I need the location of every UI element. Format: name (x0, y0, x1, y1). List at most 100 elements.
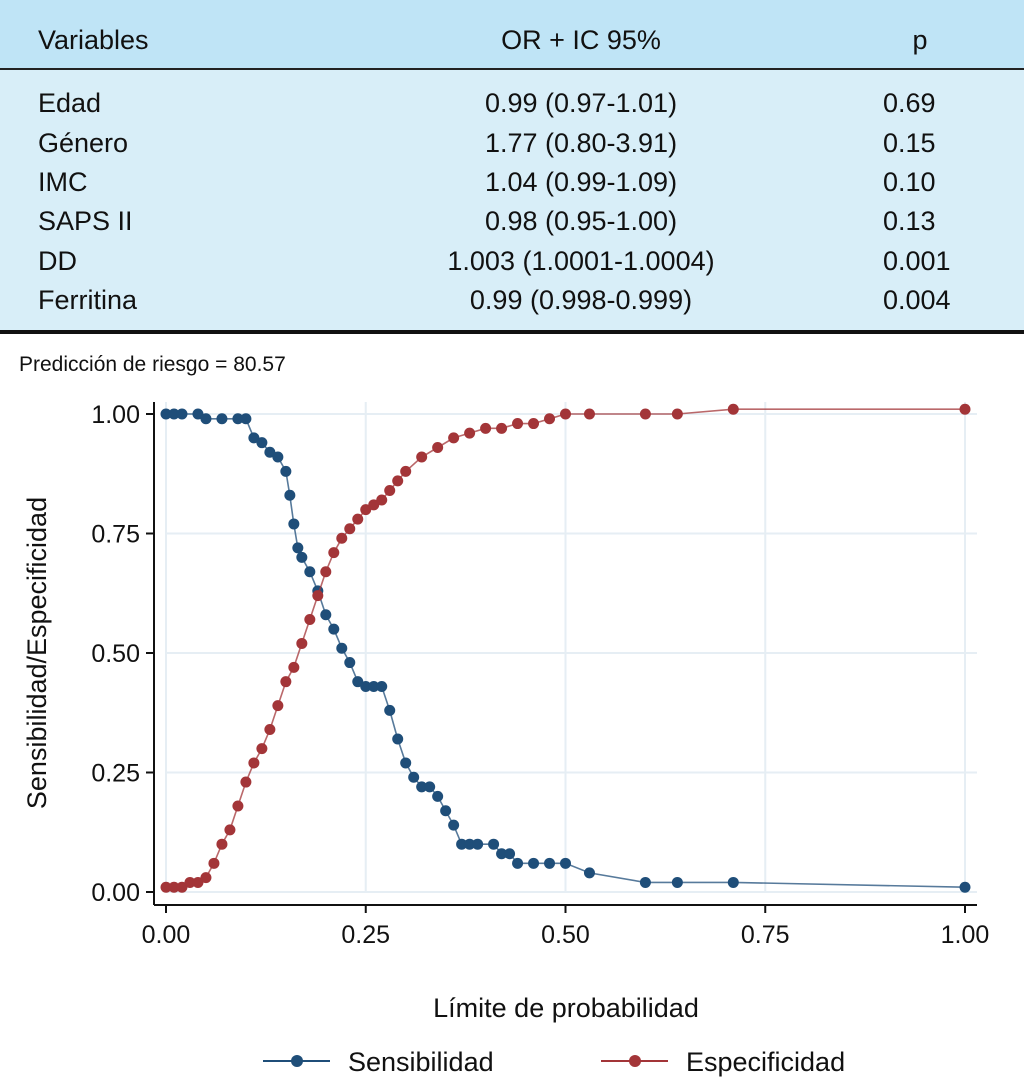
data-point-sensibilidad (296, 551, 308, 563)
row-variable: DD (38, 246, 77, 276)
data-point-especificidad (544, 413, 556, 425)
row-variable: SAPS II (38, 206, 133, 236)
legend-especificidad-label: Especificidad (686, 1047, 845, 1077)
data-point-especificidad (320, 566, 332, 578)
data-point-sensibilidad (496, 848, 508, 860)
data-point-especificidad (639, 408, 651, 420)
data-point-sensibilidad (216, 413, 228, 425)
data-point-sensibilidad (344, 657, 356, 669)
row-p-value: 0.13 (883, 206, 936, 236)
data-point-especificidad (232, 800, 244, 812)
data-point-sensibilidad (959, 881, 971, 893)
data-point-sensibilidad (264, 446, 276, 458)
data-point-sensibilidad (280, 465, 292, 477)
data-point-sensibilidad (200, 413, 212, 425)
data-point-especificidad (352, 513, 364, 525)
data-point-especificidad (392, 475, 404, 487)
data-point-sensibilidad (583, 867, 595, 879)
data-point-sensibilidad (320, 609, 332, 621)
data-point-especificidad (448, 432, 460, 444)
row-variable: Ferritina (38, 285, 138, 315)
row-p-value: 0.10 (883, 167, 936, 197)
row-variable: IMC (38, 167, 88, 197)
data-point-sensibilidad (248, 432, 260, 444)
risk-prediction-caption: Predicción de riesgo = 80.57 (19, 353, 286, 376)
data-point-sensibilidad (176, 408, 188, 420)
data-point-especificidad (280, 676, 292, 688)
data-point-sensibilidad (384, 704, 396, 716)
row-variable: Edad (38, 88, 102, 118)
legend: Sensibilidad Especificidad (263, 1047, 845, 1077)
data-point-sensibilidad (456, 838, 468, 850)
data-point-sensibilidad (368, 680, 380, 692)
data-point-especificidad (160, 881, 172, 893)
data-point-especificidad (200, 872, 212, 884)
data-point-especificidad (583, 408, 595, 420)
data-point-especificidad (224, 824, 236, 836)
data-point-especificidad (496, 422, 508, 434)
data-point-especificidad (528, 418, 540, 430)
row-or-ci: 1.003 (1.0001-1.0004) (447, 246, 715, 276)
data-point-sensibilidad (560, 857, 571, 869)
row-p-value: 0.001 (883, 246, 951, 276)
data-point-sensibilidad (360, 680, 372, 692)
data-point-sensibilidad (232, 413, 244, 425)
data-point-sensibilidad (168, 408, 180, 420)
row-or-ci: 1.04 (0.99-1.09) (484, 167, 678, 197)
data-point-especificidad (192, 876, 204, 888)
legend-sensibilidad-marker (291, 1055, 303, 1067)
x-tick-label: 1.00 (941, 921, 990, 949)
results-table: Variables OR + IC 95% p Edad 0.99 (0.97-… (0, 0, 1024, 334)
data-point-especificidad (248, 757, 260, 769)
y-axis-label: Sensibilidad/Especificidad (22, 497, 52, 809)
data-point-especificidad (360, 504, 372, 516)
data-point-sensibilidad (512, 857, 524, 869)
header-variables: Variables (38, 25, 149, 55)
data-point-especificidad (727, 403, 739, 415)
row-or-ci: 0.99 (0.97-1.01) (484, 88, 678, 118)
x-tick-label: 0.75 (741, 921, 790, 949)
data-point-especificidad (216, 838, 228, 850)
data-point-sensibilidad (328, 623, 340, 635)
data-point-especificidad (208, 857, 220, 869)
data-point-sensibilidad (292, 542, 304, 554)
x-tick-label: 0.50 (541, 921, 590, 949)
data-point-especificidad (184, 876, 196, 888)
y-tick-label: 0.25 (91, 760, 140, 788)
y-tick-label: 0.75 (91, 521, 140, 549)
data-point-sensibilidad (488, 838, 500, 850)
data-point-sensibilidad (464, 838, 476, 850)
data-point-especificidad (328, 547, 340, 559)
data-point-sensibilidad (432, 790, 444, 802)
table-header-row: Variables OR + IC 95% p (0, 0, 1024, 70)
y-tick-label: 1.00 (91, 401, 140, 429)
data-point-sensibilidad (192, 408, 204, 420)
row-or-ci: 0.98 (0.95-1.00) (484, 206, 678, 236)
row-or-ci: 1.77 (0.80-3.91) (484, 128, 678, 158)
data-point-sensibilidad (504, 848, 516, 860)
y-tick-label: 0.00 (91, 879, 140, 907)
x-tick-label: 0.25 (341, 921, 390, 949)
data-point-especificidad (512, 418, 524, 430)
data-point-sensibilidad (336, 642, 348, 654)
row-p-value: 0.69 (883, 88, 936, 118)
legend-sensibilidad-label: Sensibilidad (348, 1047, 494, 1077)
data-point-sensibilidad (671, 876, 683, 888)
data-point-sensibilidad (272, 451, 284, 463)
data-point-sensibilidad (528, 857, 540, 869)
data-point-sensibilidad (256, 437, 268, 449)
data-point-sensibilidad (727, 876, 739, 888)
data-point-sensibilidad (400, 757, 412, 769)
data-point-sensibilidad (160, 408, 172, 420)
data-point-especificidad (176, 881, 188, 893)
data-point-sensibilidad (424, 781, 436, 793)
data-point-especificidad (384, 484, 396, 496)
data-point-sensibilidad (240, 413, 252, 425)
data-point-sensibilidad (392, 733, 404, 745)
data-point-especificidad (368, 499, 380, 511)
data-point-especificidad (304, 614, 316, 626)
axes: 0.00 0.25 0.50 0.75 1.00 0.00 0.25 0.50 0.75 1.00 (91, 401, 989, 949)
data-point-especificidad (464, 427, 476, 439)
data-point-especificidad (256, 743, 268, 755)
data-point-sensibilidad (304, 566, 316, 578)
